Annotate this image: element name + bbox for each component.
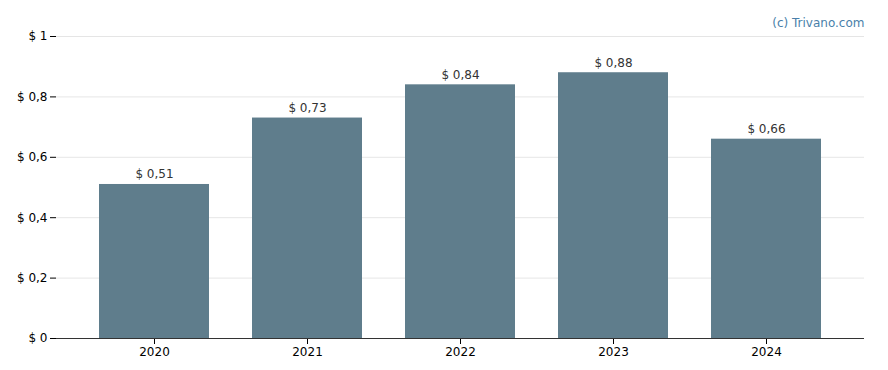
svg-text:$ 0,66: $ 0,66 (747, 122, 785, 136)
svg-text:(c) Trivano.com: (c) Trivano.com (772, 16, 864, 30)
svg-text:2023: 2023 (598, 345, 629, 359)
svg-text:2024: 2024 (751, 345, 782, 359)
svg-text:$ 1: $ 1 (28, 29, 47, 43)
svg-text:2021: 2021 (292, 345, 323, 359)
svg-text:$ 0,8: $ 0,8 (17, 90, 48, 104)
svg-text:2022: 2022 (445, 345, 476, 359)
svg-text:$ 0,2: $ 0,2 (17, 271, 48, 285)
svg-text:$ 0,88: $ 0,88 (594, 56, 632, 70)
svg-text:$ 0,6: $ 0,6 (17, 150, 48, 164)
svg-text:$ 0,84: $ 0,84 (441, 68, 479, 82)
svg-text:$ 0,73: $ 0,73 (288, 101, 326, 115)
svg-text:2020: 2020 (139, 345, 170, 359)
svg-text:$ 0,51: $ 0,51 (135, 167, 173, 181)
svg-text:$ 0: $ 0 (28, 331, 47, 345)
svg-text:$ 0,4: $ 0,4 (17, 211, 48, 225)
